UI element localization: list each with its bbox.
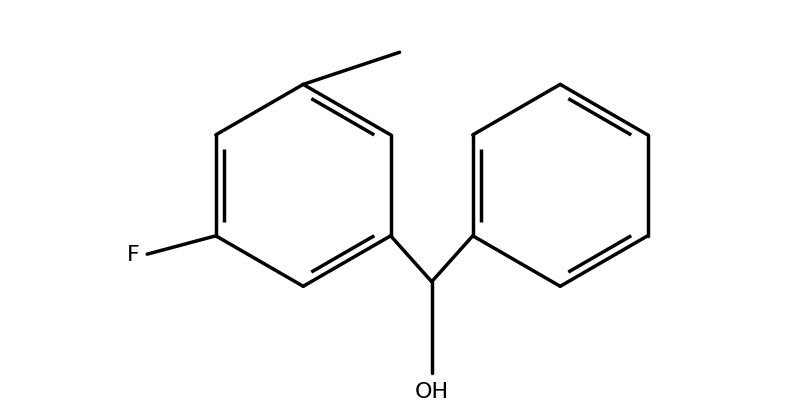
Text: F: F	[127, 245, 140, 265]
Text: OH: OH	[415, 381, 449, 401]
